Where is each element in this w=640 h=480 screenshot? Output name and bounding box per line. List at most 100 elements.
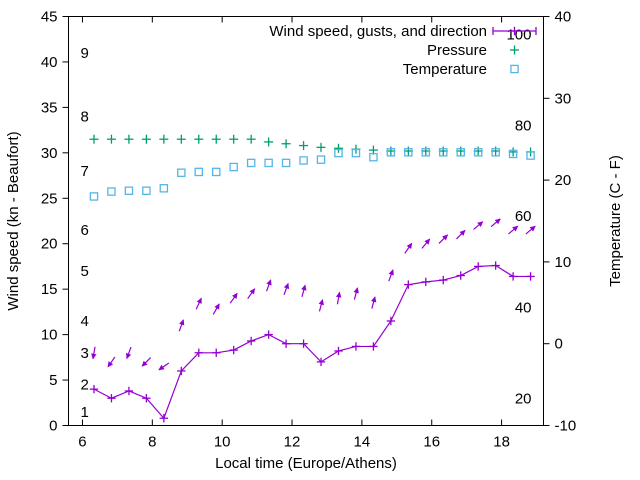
pressure-point: [159, 134, 169, 144]
wind-direction-arrow: [141, 357, 152, 367]
wind-speed-point: [473, 262, 483, 271]
beaufort-label: 6: [81, 222, 89, 239]
temperature-point: [351, 148, 361, 158]
pressure-point: [281, 139, 291, 149]
pressure-point: [229, 134, 239, 144]
legend-label-0: Wind speed, gusts, and direction: [269, 23, 487, 40]
x-axis-ticks: 6 8 10 12 14 16 18: [78, 16, 510, 451]
temperature-point: [439, 148, 448, 157]
wind-speed-point: [177, 366, 186, 376]
pressure-point: [299, 141, 309, 151]
wind-direction-arrow: [229, 292, 238, 304]
temperature-point: [369, 152, 378, 162]
wind-speed-point: [194, 348, 203, 357]
wind-direction-arrow: [195, 297, 202, 310]
legend-key-2: [510, 64, 519, 74]
wind-direction-arrow: [438, 234, 449, 244]
wind-speed-point: [246, 336, 256, 346]
y2-tick-label: 30: [555, 90, 572, 107]
pressure-point: [89, 134, 99, 144]
wind-speed-point: [526, 272, 535, 281]
legend-plus-icon: [510, 26, 519, 36]
legend-plus-icon: [510, 45, 519, 55]
temperature-point: [334, 148, 343, 158]
y-tick-label: 40: [41, 54, 58, 71]
y-tick-label: 35: [41, 99, 58, 116]
wind-direction-arrow: [318, 299, 324, 312]
temperature-point: [89, 192, 99, 201]
wind-speed-point: [159, 414, 169, 423]
pressure-point: [211, 134, 221, 144]
y-axis-title: Wind speed (kn - Beaufort): [5, 131, 22, 310]
y-tick-label: 5: [49, 372, 57, 389]
y2-axis-title: Temperature (C - F): [607, 155, 624, 287]
wind-direction-arrow: [178, 319, 185, 332]
wind-speed-line: [93, 264, 531, 420]
temperature-point: [124, 186, 134, 195]
wind-speed-point: [264, 330, 273, 339]
y-tick-label: 0: [49, 418, 57, 435]
y-tick-label: 30: [41, 145, 58, 162]
wind-direction-arrow: [212, 303, 220, 315]
pressure-point: [141, 134, 151, 144]
x-axis-title: Local time (Europe/Athens): [215, 455, 397, 472]
pressure-point: [124, 134, 134, 144]
wind-direction-arrow: [508, 225, 519, 235]
x-tick-label: 6: [78, 434, 86, 451]
wind-direction-arrow: [456, 229, 466, 240]
wind-direction-arrow: [525, 225, 536, 235]
wind-speed-point: [421, 277, 430, 287]
wind-direction-arrow: [421, 238, 431, 249]
x-tick-label: 18: [493, 434, 510, 451]
y-axis-beaufort-labels: 1 2 3 4 5 6 7 8 9: [81, 45, 89, 421]
pressure-point: [194, 134, 204, 144]
wind-direction-arrow: [107, 356, 116, 368]
temperature-point: [456, 148, 465, 157]
legend-key-1: [510, 45, 519, 55]
wind-speed-point: [281, 339, 291, 348]
wind-direction-arrow: [371, 296, 377, 309]
y2-axis-fahrenheit-labels: 20 40 60 80 100: [506, 26, 531, 407]
temperature-point: [316, 155, 326, 164]
beaufort-label: 5: [81, 263, 89, 280]
wind-direction-arrow: [490, 218, 501, 228]
pressure-point: [106, 134, 116, 144]
legend-label-1: Pressure: [427, 42, 487, 59]
temperature-point: [299, 156, 308, 165]
temperature-point: [142, 186, 151, 195]
wind-speed-point: [351, 342, 361, 351]
y-tick-label: 10: [41, 327, 58, 344]
temperature-point: [526, 151, 535, 160]
wind-direction-arrow: [353, 287, 359, 300]
y2-tick-label: 40: [555, 9, 572, 26]
temperature-point: [177, 168, 186, 177]
wind-speed-point: [299, 339, 308, 348]
temperature-point: [264, 158, 273, 168]
wind-speed-point: [229, 345, 238, 355]
wind-direction-arrow: [283, 282, 290, 296]
temperature-point: [107, 187, 116, 196]
wind-speed-point: [107, 394, 116, 403]
series-temperature: [89, 148, 535, 201]
temperature-point: [229, 162, 238, 172]
x-tick-label: 14: [354, 434, 371, 451]
x-tick-label: 16: [423, 434, 440, 451]
legend-label-2: Temperature: [403, 61, 487, 78]
wind-speed-point: [491, 261, 500, 270]
y-tick-label: 20: [41, 236, 58, 253]
temperature-point: [246, 158, 256, 168]
beaufort-label: 9: [81, 45, 89, 62]
y2-tick-label: 0: [555, 336, 563, 353]
wind-speed-point: [142, 394, 151, 403]
fahrenheit-label: 40: [515, 300, 532, 317]
wind-direction-arrow: [301, 284, 307, 297]
pressure-point: [264, 137, 274, 147]
temperature-point: [386, 148, 396, 157]
temperature-point: [404, 148, 413, 157]
wind-speed-point: [508, 272, 518, 281]
wind-speed-point: [386, 316, 396, 326]
temperature-point: [491, 148, 500, 157]
